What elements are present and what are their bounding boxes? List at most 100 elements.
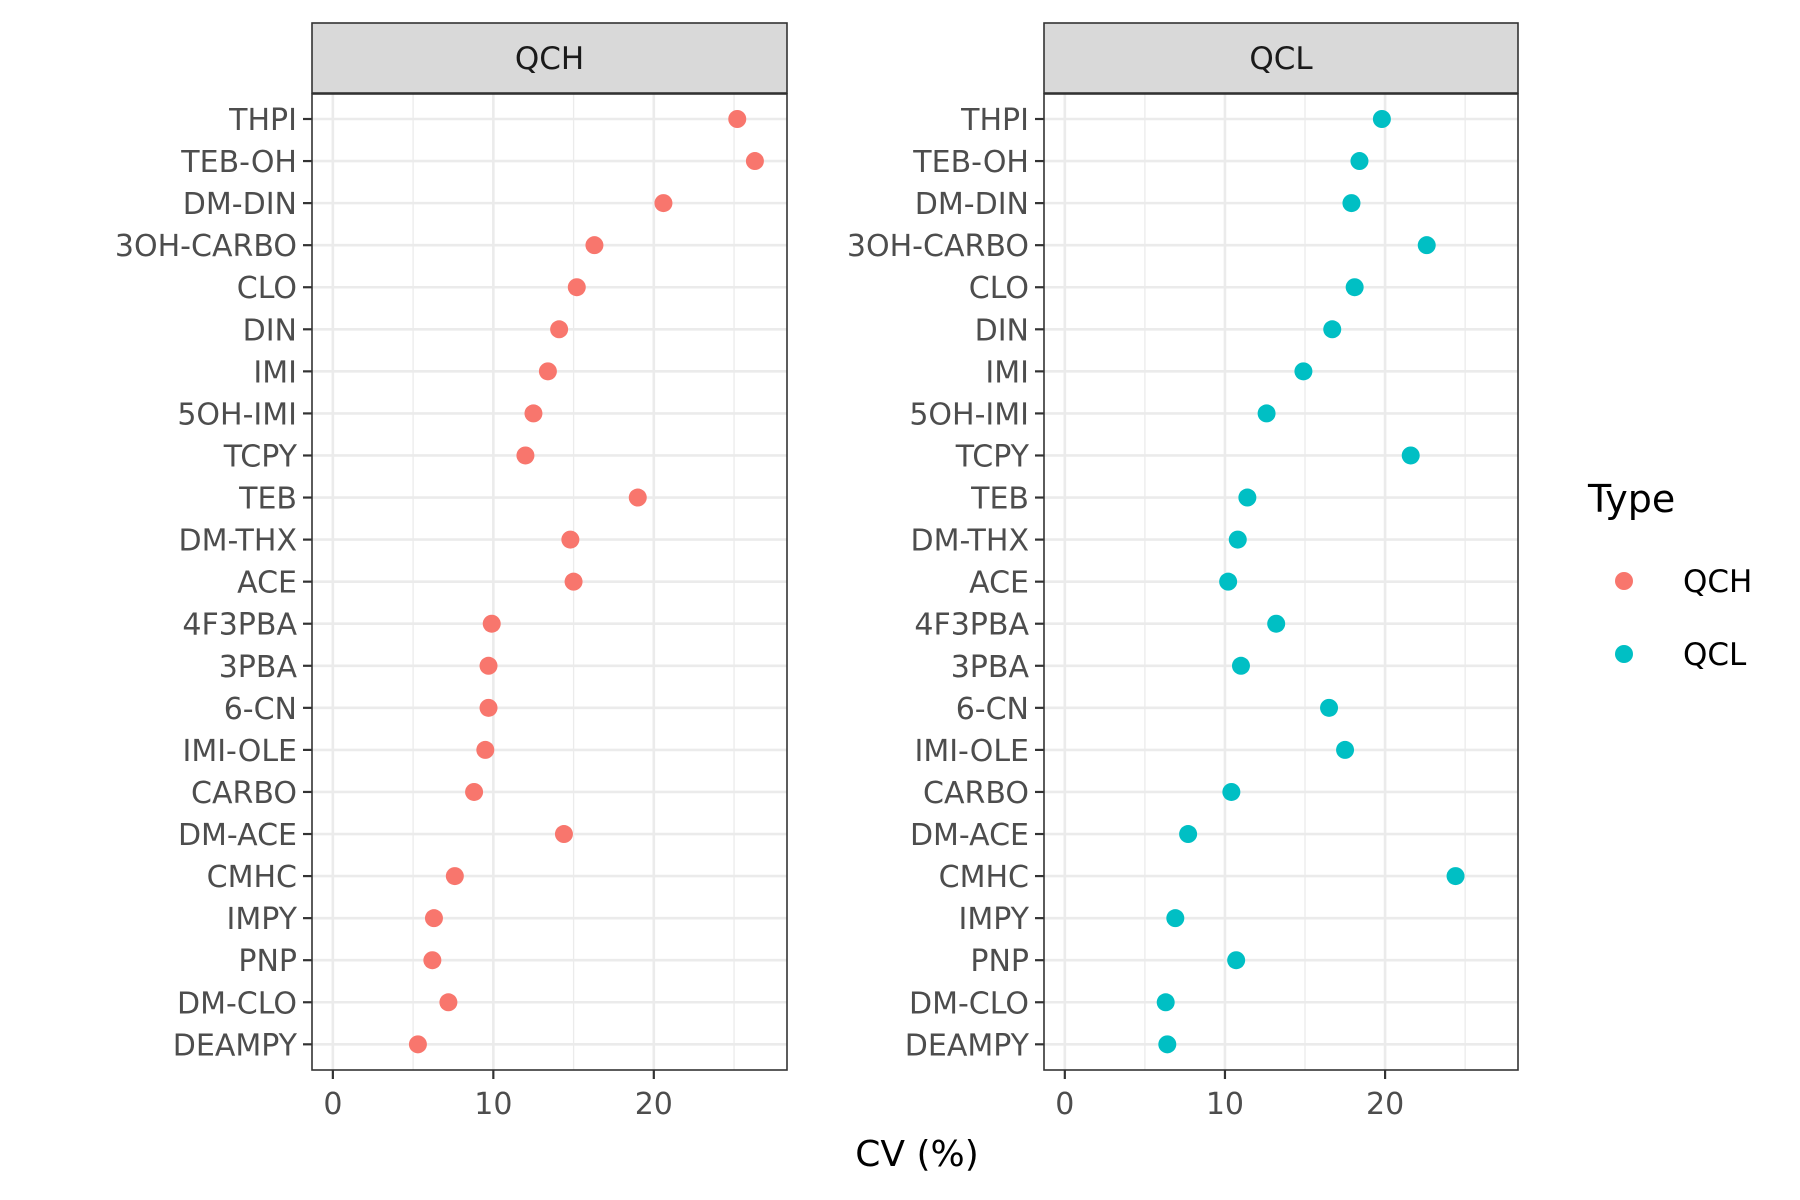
- data-point: [585, 236, 604, 255]
- data-point: [445, 867, 464, 886]
- data-point: [1323, 320, 1342, 339]
- y-tick-label: ACE: [969, 566, 1029, 601]
- y-tick-label: 5OH-IMI: [177, 397, 297, 432]
- y-tick-label: DM-ACE: [178, 818, 297, 853]
- y-tick-label: TCPY: [223, 439, 298, 474]
- data-point: [561, 530, 580, 549]
- y-tick-label: TEB: [238, 482, 297, 517]
- y-tick-label: DM-THX: [911, 524, 1030, 559]
- data-point: [538, 362, 557, 381]
- data-point: [564, 572, 583, 591]
- y-tick-label: IMI-OLE: [914, 734, 1029, 769]
- x-tick-label: 0: [1055, 1087, 1074, 1122]
- data-point: [1166, 909, 1185, 928]
- facet-strip: [311, 22, 788, 94]
- y-tick-label: CLO: [237, 271, 297, 306]
- x-axis-title: CV (%): [855, 1134, 979, 1175]
- data-point: [1222, 782, 1241, 801]
- x-tick-label: 10: [1206, 1087, 1244, 1122]
- facet-strip: [1043, 22, 1519, 94]
- y-tick-label: 3OH-CARBO: [115, 229, 297, 264]
- data-point: [1294, 362, 1313, 381]
- legend-label: QCL: [1683, 637, 1747, 673]
- y-tick-label: 3PBA: [951, 650, 1030, 685]
- data-point: [479, 656, 498, 675]
- y-tick-label: 4F3PBA: [182, 608, 297, 643]
- data-point: [439, 993, 458, 1012]
- x-tick-label: 20: [1366, 1087, 1404, 1122]
- legend-label: QCH: [1683, 564, 1752, 600]
- y-tick-label: PNP: [238, 944, 297, 979]
- legend: Type QCH QCL: [1587, 477, 1752, 673]
- data-point: [423, 951, 442, 970]
- y-tick-label: CARBO: [191, 776, 297, 811]
- y-tick-label: DEAMPY: [905, 1028, 1030, 1063]
- data-point: [550, 320, 569, 339]
- facet-panels: QCH THPI TEB-OH DM-DIN 3OH-CARBO CLO DIN IMI 5OH…: [115, 22, 1519, 1122]
- data-point: [479, 698, 498, 717]
- data-point: [728, 110, 747, 128]
- data-point: [1267, 614, 1286, 633]
- data-point: [524, 404, 543, 423]
- y-tick-label: 6-CN: [224, 692, 297, 727]
- data-point: [1336, 740, 1355, 759]
- y-tick-label: TEB-OH: [180, 145, 297, 180]
- y-tick-label: 5OH-IMI: [909, 397, 1029, 432]
- y-tick-label: TEB: [970, 482, 1029, 517]
- y-tick-label: DEAMPY: [173, 1028, 298, 1063]
- data-point: [1345, 278, 1364, 297]
- data-point: [1342, 194, 1361, 213]
- data-point: [408, 1035, 427, 1054]
- y-tick-label: CMHC: [207, 860, 297, 895]
- data-point: [1228, 530, 1247, 549]
- data-point: [1219, 572, 1238, 591]
- y-tick-label: DM-ACE: [910, 818, 1029, 853]
- y-tick-label: IMI: [985, 355, 1029, 390]
- data-point: [476, 740, 495, 759]
- data-point: [1231, 656, 1250, 675]
- data-point: [516, 446, 535, 465]
- data-point: [1227, 951, 1246, 970]
- legend-items: QCH QCL: [1615, 564, 1752, 673]
- y-tick-label: 3OH-CARBO: [847, 229, 1029, 264]
- data-point: [1156, 993, 1175, 1012]
- data-point: [1401, 446, 1420, 465]
- y-tick-label: CARBO: [923, 776, 1029, 811]
- y-tick-label: IMI: [253, 355, 297, 390]
- y-tick-label: IMPY: [959, 902, 1030, 937]
- x-tick-label: 0: [323, 1087, 342, 1122]
- data-point: [1238, 488, 1257, 507]
- x-tick-label: 10: [474, 1087, 512, 1122]
- y-tick-label: ACE: [237, 566, 297, 601]
- y-tick-label: TEB-OH: [912, 145, 1029, 180]
- y-tick-label: THPI: [228, 103, 297, 138]
- data-point: [1446, 867, 1465, 886]
- data-point: [1350, 152, 1369, 171]
- facet-strip-label: QCH: [515, 41, 584, 77]
- y-tick-label: CLO: [969, 271, 1029, 306]
- y-tick-label: 4F3PBA: [914, 608, 1029, 643]
- data-point: [1417, 236, 1436, 255]
- x-tick-label: 20: [635, 1087, 673, 1122]
- panel-qcl: QCL THPI TEB-OH DM-DIN 3OH-CARBO CLO DIN IMI 5OH…: [847, 22, 1519, 1122]
- data-point: [554, 825, 573, 844]
- data-point: [1158, 1035, 1177, 1054]
- legend-key: [1615, 572, 1633, 590]
- data-point: [1179, 825, 1198, 844]
- y-tick-label: DM-DIN: [915, 187, 1029, 222]
- data-point: [465, 782, 484, 801]
- y-tick-label: 6-CN: [956, 692, 1029, 727]
- y-tick-label: IMI-OLE: [182, 734, 297, 769]
- data-point: [654, 194, 673, 213]
- data-point: [628, 488, 647, 507]
- y-tick-label: TCPY: [955, 439, 1030, 474]
- facet-strip-label: QCL: [1249, 41, 1313, 77]
- y-tick-label: DIN: [243, 313, 297, 348]
- y-tick-label: PNP: [970, 944, 1029, 979]
- data-point: [745, 152, 764, 171]
- y-tick-label: DM-DIN: [183, 187, 297, 222]
- data-point: [1257, 404, 1276, 423]
- data-point: [1320, 698, 1339, 717]
- y-tick-label: DM-CLO: [909, 986, 1029, 1021]
